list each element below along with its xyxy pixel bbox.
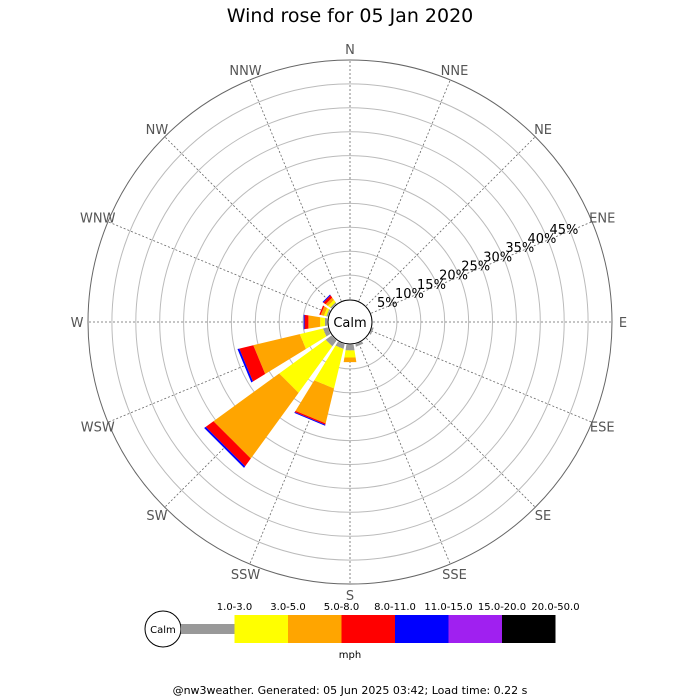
legend-label-5.0-8.0: 5.0-8.0: [324, 602, 359, 613]
direction-label-nne: NNE: [441, 64, 469, 79]
direction-label-wnw: WNW: [80, 212, 116, 227]
grid-ring: [230, 202, 470, 442]
bar-ssw-1.0-3.0: [335, 341, 345, 350]
direction-label-wsw: WSW: [81, 420, 115, 435]
bar-s-5.0-8.0: [343, 357, 357, 363]
bar-ssw-3.0-5.0: [314, 345, 344, 389]
bar-w-3.0-5.0: [320, 317, 325, 327]
bar-wsw-1.0-3.0: [322, 327, 331, 337]
bar-w-1.0-3.0: [324, 318, 328, 326]
bar-s-1.0-3.0: [345, 344, 355, 351]
bar-wsw-5.0-8.0: [253, 334, 306, 374]
direction-label-ese: ESE: [590, 420, 615, 435]
legend-swatch-8.0-11.0: [341, 615, 395, 643]
calm-label: Calm: [333, 316, 366, 331]
legend-swatch-3.0-5.0: [234, 615, 288, 643]
direction-label-w: W: [71, 316, 84, 331]
legend-calm-label: Calm: [150, 625, 176, 636]
legend-label-1.0-3.0: 1.0-3.0: [217, 602, 252, 613]
bar-nw-3.0-5.0: [327, 299, 336, 308]
legend-label-15.0-20.0: 15.0-20.0: [478, 602, 526, 613]
grid-ring: [159, 131, 541, 513]
bar-sw-3.0-5.0: [279, 339, 333, 393]
direction-label-nw: NW: [146, 123, 169, 138]
bar-nw-1.0-3.0: [330, 302, 337, 309]
grid-ring: [254, 226, 446, 418]
bar-wsw-3.0-5.0: [299, 328, 327, 350]
grid-ring: [302, 274, 398, 370]
bar-w-11.0-15.0: [303, 314, 305, 330]
direction-label-sw: SW: [146, 509, 167, 524]
direction-label-ene: ENE: [589, 212, 615, 227]
bar-wsw-11.0-15.0: [237, 348, 253, 383]
grid-ring: [183, 155, 517, 489]
bar-ese-1.0-3.0: [369, 327, 374, 335]
legend-swatch-11.0-15.0: [395, 615, 449, 643]
bar-ssw-5.0-8.0: [295, 380, 335, 424]
bar-wnw-1.0-3.0: [326, 309, 331, 317]
bar-wnw-5.0-8.0: [320, 306, 328, 316]
bar-w-5.0-8.0: [308, 315, 321, 329]
legend-swatch-5.0-8.0: [288, 615, 342, 643]
radial-tick-label: 45%: [550, 223, 579, 238]
bar-wsw-8.0-11.0: [239, 345, 266, 382]
legend-label-20.0-50.0: 20.0-50.0: [531, 602, 579, 613]
legend-swatch-15.0-20.0: [448, 615, 502, 643]
radial-tick-label: 10%: [395, 287, 424, 302]
bar-nw-5.0-8.0: [325, 297, 334, 306]
bar-w-8.0-11.0: [304, 314, 309, 330]
bar-sw-1.0-3.0: [325, 335, 337, 347]
legend-label-11.0-15.0: 11.0-15.0: [424, 602, 472, 613]
direction-label-ne: NE: [534, 123, 552, 138]
legend-label-3.0-5.0: 3.0-5.0: [270, 602, 305, 613]
grid-ring: [87, 59, 613, 585]
radial-tick-label: 20%: [439, 269, 468, 284]
bar-sw-8.0-11.0: [205, 421, 251, 467]
calm-circle: [327, 299, 373, 345]
legend-swatch-1.0-3.0: [181, 624, 235, 634]
bar-sw-11.0-15.0: [204, 426, 246, 468]
grid-ring: [207, 179, 493, 465]
radial-tick-label: 5%: [377, 296, 398, 311]
bar-s-3.0-5.0: [344, 350, 356, 358]
chart-title: Wind rose for 05 Jan 2020: [226, 5, 474, 27]
bar-nw-8.0-11.0: [323, 295, 333, 305]
direction-label-e: E: [619, 316, 627, 331]
direction-label-sse: SSE: [442, 568, 467, 583]
direction-label-nnw: NNW: [229, 64, 261, 79]
bar-sw-5.0-8.0: [213, 373, 299, 459]
grid-ring: [111, 83, 589, 561]
radial-tick-label: 35%: [505, 241, 534, 256]
legend-label-8.0-11.0: 8.0-11.0: [374, 602, 416, 613]
grid-ring: [135, 107, 565, 537]
footer-credit: @nw3weather. Generated: 05 Jun 2025 03:4…: [172, 684, 528, 697]
direction-label-se: SE: [535, 509, 551, 524]
radial-tick-label: 15%: [417, 278, 446, 293]
bar-wnw-3.0-5.0: [323, 307, 330, 317]
radial-tick-label: 30%: [483, 250, 512, 265]
legend-swatch-20.0-50.0: [502, 615, 556, 643]
legend-units: mph: [339, 650, 361, 661]
bar-nw-11.0-15.0: [322, 294, 331, 303]
bar-ssw-11.0-15.0: [294, 412, 326, 426]
direction-label-ssw: SSW: [231, 568, 261, 583]
bar-ssw-8.0-11.0: [294, 410, 326, 425]
bar-wnw-8.0-11.0: [319, 305, 325, 315]
direction-label-s: S: [346, 589, 354, 604]
radial-tick-label: 25%: [461, 259, 490, 274]
grid-ring: [278, 250, 422, 394]
direction-label-n: N: [345, 43, 355, 58]
radial-tick-label: 40%: [527, 232, 556, 247]
bar-sse-1.0-3.0: [355, 341, 364, 347]
